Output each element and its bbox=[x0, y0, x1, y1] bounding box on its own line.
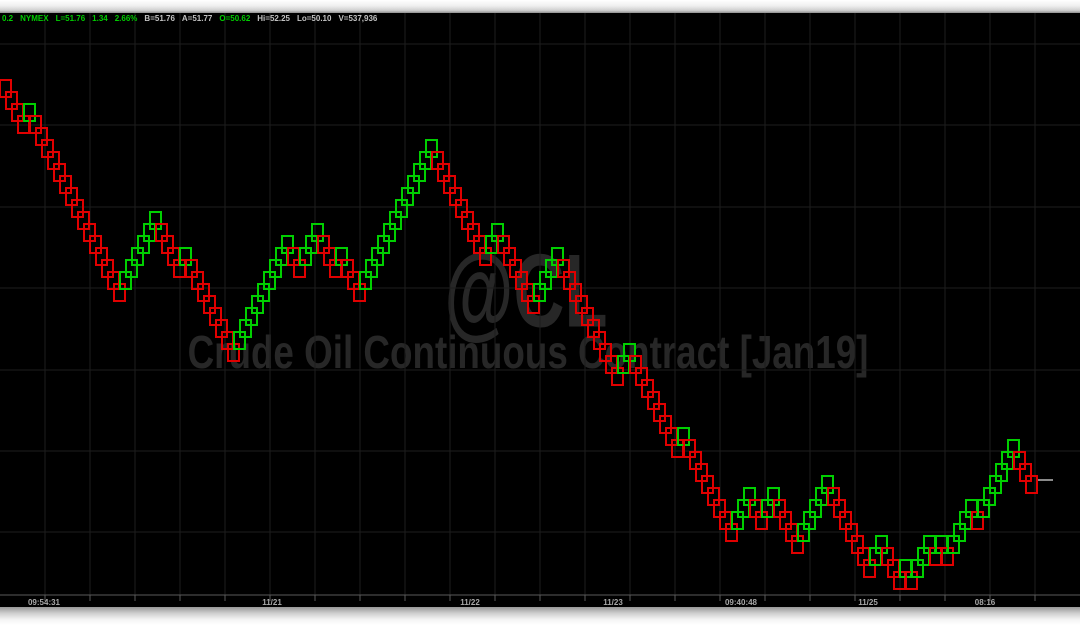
quote-pct-change: 2.66% bbox=[115, 14, 138, 23]
x-axis-label: 11/21 bbox=[262, 598, 282, 607]
x-axis-label: 09:40:48 bbox=[725, 598, 757, 607]
quote-volume: V=537,936 bbox=[338, 14, 377, 23]
x-axis-label: 11/23 bbox=[603, 598, 623, 607]
quote-box-size: 0.2 bbox=[2, 14, 13, 23]
quote-net-change: 1.34 bbox=[92, 14, 108, 23]
quote-high: Hi=52.25 bbox=[257, 14, 290, 23]
quote-exchange: NYMEX bbox=[20, 14, 48, 23]
x-axis-label: 11/22 bbox=[460, 598, 480, 607]
renko-chart-canvas[interactable] bbox=[0, 0, 1080, 625]
x-axis-label: 09:54:31 bbox=[28, 598, 60, 607]
x-axis-label: 11/25 bbox=[858, 598, 878, 607]
quote-bid: B=51.76 bbox=[144, 14, 174, 23]
window-bottom-band bbox=[0, 607, 1080, 625]
trading-chart-window: @CL Crude Oil Continuous Contract [Jan19… bbox=[0, 0, 1080, 625]
window-top-band bbox=[0, 0, 1080, 13]
quote-last: L=51.76 bbox=[56, 14, 86, 23]
x-axis-label: 08:16 bbox=[975, 598, 995, 607]
quote-open: O=50.62 bbox=[219, 14, 250, 23]
quote-header: 0.2 NYMEX L=51.76 1.34 2.66% B=51.76 A=51.77 O=… bbox=[2, 14, 377, 23]
quote-ask: A=51.77 bbox=[182, 14, 212, 23]
quote-low: Lo=50.10 bbox=[297, 14, 331, 23]
